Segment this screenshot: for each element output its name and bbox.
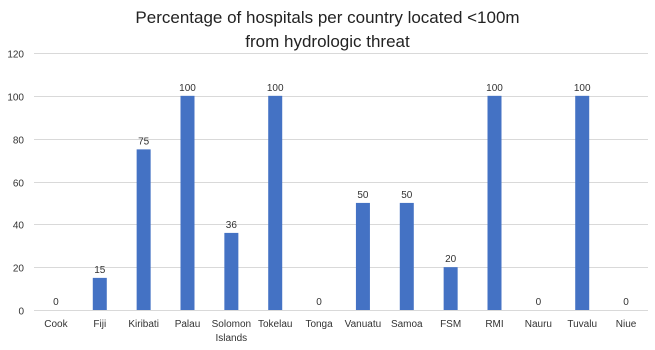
bars bbox=[92, 95, 590, 310]
x-tick-label-tokelau: Tokelau bbox=[258, 319, 292, 330]
data-label-niue: 0 bbox=[623, 297, 629, 308]
data-labels: 0 15 75 100 36 100 0 50 50 20 100 0 100 0 bbox=[53, 83, 629, 308]
data-label-kiribati: 75 bbox=[138, 136, 150, 147]
bar-palau bbox=[180, 95, 195, 310]
x-tick-label-tuvalu: Tuvalu bbox=[567, 319, 597, 330]
x-tick-label-nauru: Nauru bbox=[525, 319, 552, 330]
x-tick-label-rmi: RMI bbox=[485, 319, 503, 330]
data-label-samoa: 50 bbox=[401, 190, 413, 201]
data-label-nauru: 0 bbox=[536, 297, 542, 308]
y-tick-label-60: 60 bbox=[13, 179, 25, 190]
x-tick-label-kiribati: Kiribati bbox=[128, 319, 159, 330]
x-tick-label-niue: Niue bbox=[616, 319, 637, 330]
data-label-cook: 0 bbox=[53, 297, 59, 308]
y-tick-label-40: 40 bbox=[13, 221, 25, 232]
bar-vanuatu bbox=[355, 202, 370, 310]
data-label-tonga: 0 bbox=[316, 297, 322, 308]
data-label-fsm: 20 bbox=[445, 254, 457, 265]
x-tick-label-cook: Cook bbox=[44, 319, 68, 330]
data-label-fiji: 15 bbox=[94, 265, 106, 276]
bar-solomon-islands bbox=[224, 232, 239, 310]
y-tick-label-20: 20 bbox=[13, 264, 25, 275]
x-tick-label-samoa: Samoa bbox=[391, 319, 423, 330]
y-tick-label-120: 120 bbox=[7, 50, 24, 61]
bar-kiribati bbox=[136, 149, 151, 310]
gridlines bbox=[34, 53, 648, 311]
x-tick-label-fiji: Fiji bbox=[93, 319, 106, 330]
x-tick-label-fsm: FSM bbox=[440, 319, 461, 330]
x-axis: Cook Fiji Kiribati Palau Solomon Islands Tokel… bbox=[44, 319, 637, 344]
bar-tokelau bbox=[268, 95, 283, 310]
data-label-tokelau: 100 bbox=[267, 83, 284, 94]
bar-fiji bbox=[92, 277, 107, 310]
y-tick-label-100: 100 bbox=[7, 93, 24, 104]
bar-fsm bbox=[443, 267, 458, 310]
y-axis: 0 20 40 60 80 100 120 bbox=[7, 50, 24, 318]
x-tick-label-palau: Palau bbox=[175, 319, 201, 330]
y-tick-label-80: 80 bbox=[13, 136, 25, 147]
chart-title-line-1: Percentage of hospitals per country loca… bbox=[135, 8, 520, 27]
bar-rmi bbox=[487, 95, 502, 310]
data-label-rmi: 100 bbox=[486, 83, 503, 94]
data-label-vanuatu: 50 bbox=[357, 190, 369, 201]
x-tick-label-tonga: Tonga bbox=[305, 319, 333, 330]
y-tick-label-0: 0 bbox=[18, 307, 24, 318]
chart-title-line-2: from hydrologic threat bbox=[245, 32, 410, 51]
bar-samoa bbox=[399, 202, 414, 310]
x-tick-label-solomon-islands: Solomon Islands bbox=[212, 319, 251, 344]
data-label-solomon-islands: 36 bbox=[226, 220, 238, 231]
data-label-palau: 100 bbox=[179, 83, 196, 94]
x-tick-label-vanuatu: Vanuatu bbox=[345, 319, 382, 330]
data-label-tuvalu: 100 bbox=[574, 83, 591, 94]
bar-tuvalu bbox=[575, 95, 590, 310]
